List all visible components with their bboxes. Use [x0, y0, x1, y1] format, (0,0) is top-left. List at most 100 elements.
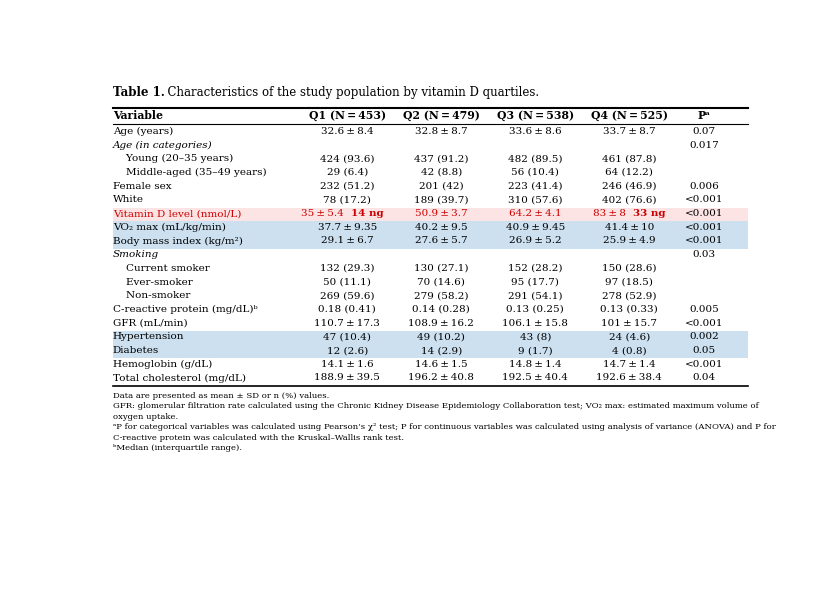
Text: 192.6 ± 38.4: 192.6 ± 38.4 — [596, 374, 662, 382]
Text: Ever-smoker: Ever-smoker — [113, 278, 192, 286]
Text: Non-smoker: Non-smoker — [113, 291, 190, 300]
Text: 35 ± 5.4: 35 ± 5.4 — [302, 209, 344, 218]
Text: 201 (42): 201 (42) — [419, 181, 464, 191]
Text: <0.001: <0.001 — [685, 318, 723, 328]
Text: White: White — [113, 195, 144, 205]
Text: 130 (27.1): 130 (27.1) — [414, 264, 469, 273]
Text: 0.07: 0.07 — [693, 127, 716, 136]
Text: 32.6 ± 8.4: 32.6 ± 8.4 — [321, 127, 374, 136]
Text: 50.9 ± 3.7: 50.9 ± 3.7 — [415, 209, 468, 218]
Text: 14.1 ± 1.6: 14.1 ± 1.6 — [321, 360, 374, 369]
Text: 41.4 ± 10: 41.4 ± 10 — [605, 223, 654, 232]
Text: 49 (10.2): 49 (10.2) — [417, 332, 465, 342]
Text: 106.1 ± 15.8: 106.1 ± 15.8 — [502, 318, 569, 328]
Text: Variable: Variable — [113, 110, 163, 120]
Text: 83 ± 8: 83 ± 8 — [593, 209, 626, 218]
Text: 0.13 (0.33): 0.13 (0.33) — [601, 305, 659, 314]
Text: Total cholesterol (mg/dL): Total cholesterol (mg/dL) — [113, 374, 246, 382]
Text: 152 (28.2): 152 (28.2) — [508, 264, 563, 273]
Text: oxygen uptake.: oxygen uptake. — [113, 413, 178, 420]
Text: 70 (14.6): 70 (14.6) — [417, 278, 465, 286]
Text: 232 (51.2): 232 (51.2) — [320, 181, 375, 191]
Text: 0.04: 0.04 — [693, 374, 716, 382]
Text: 192.5 ± 40.4: 192.5 ± 40.4 — [502, 374, 569, 382]
Text: 437 (91.2): 437 (91.2) — [414, 154, 469, 163]
Text: Middle-aged (35–49 years): Middle-aged (35–49 years) — [113, 168, 266, 177]
Text: 461 (87.8): 461 (87.8) — [602, 154, 657, 163]
Text: 0.05: 0.05 — [693, 346, 716, 355]
Text: 25.9 ± 4.9: 25.9 ± 4.9 — [603, 237, 656, 246]
Text: ᵇMedian (interquartile range).: ᵇMedian (interquartile range). — [113, 444, 242, 452]
Text: 150 (28.6): 150 (28.6) — [602, 264, 657, 273]
Text: Female sex: Female sex — [113, 181, 171, 191]
Text: VO₂ max (mL/kg/min): VO₂ max (mL/kg/min) — [113, 223, 226, 232]
Text: <0.001: <0.001 — [685, 195, 723, 205]
Text: Age (years): Age (years) — [113, 127, 173, 136]
Text: 189 (39.7): 189 (39.7) — [414, 195, 469, 205]
Text: Q2 (N = 479): Q2 (N = 479) — [403, 110, 480, 120]
Text: 43 (8): 43 (8) — [520, 332, 551, 342]
Text: 27.6 ± 5.7: 27.6 ± 5.7 — [415, 237, 468, 246]
Text: 29.1 ± 6.7: 29.1 ± 6.7 — [321, 237, 374, 246]
Text: 0.03: 0.03 — [693, 250, 716, 259]
Text: 0.017: 0.017 — [690, 141, 719, 149]
Text: 0.18 (0.41): 0.18 (0.41) — [318, 305, 376, 314]
Text: 56 (10.4): 56 (10.4) — [512, 168, 559, 177]
Text: <0.001: <0.001 — [685, 223, 723, 232]
Text: Diabetes: Diabetes — [113, 346, 159, 355]
Bar — [113, 221, 748, 235]
Text: 14.6 ± 1.5: 14.6 ± 1.5 — [415, 360, 468, 369]
Text: 40.2 ± 9.5: 40.2 ± 9.5 — [415, 223, 468, 232]
Text: 29 (6.4): 29 (6.4) — [327, 168, 368, 177]
Text: <0.001: <0.001 — [685, 209, 723, 218]
Text: 291 (54.1): 291 (54.1) — [508, 291, 563, 300]
Text: Current smoker: Current smoker — [113, 264, 209, 273]
Text: 132 (29.3): 132 (29.3) — [320, 264, 375, 273]
Text: 196.2 ± 40.8: 196.2 ± 40.8 — [408, 374, 475, 382]
Text: Hemoglobin (g/dL): Hemoglobin (g/dL) — [113, 360, 212, 369]
Text: 14.8 ± 1.4: 14.8 ± 1.4 — [509, 360, 562, 369]
Text: 0.006: 0.006 — [690, 181, 719, 191]
Text: Data are presented as mean ± SD or n (%) values.: Data are presented as mean ± SD or n (%)… — [113, 392, 329, 400]
Text: ᵃP for categorical variables was calculated using Pearson’s χ² test; P for conti: ᵃP for categorical variables was calcula… — [113, 423, 775, 431]
Text: 0.14 (0.28): 0.14 (0.28) — [412, 305, 470, 314]
Text: 14 (2.9): 14 (2.9) — [421, 346, 462, 355]
Text: 14.7 ± 1.4: 14.7 ± 1.4 — [603, 360, 656, 369]
Text: 246 (46.9): 246 (46.9) — [602, 181, 657, 191]
Text: 0.002: 0.002 — [690, 332, 719, 342]
Text: 33 ng: 33 ng — [633, 209, 665, 218]
Bar — [113, 235, 748, 249]
Text: 269 (59.6): 269 (59.6) — [320, 291, 375, 300]
Text: 482 (89.5): 482 (89.5) — [508, 154, 563, 163]
Text: GFR: glomerular filtration rate calculated using the Chronic Kidney Disease Epid: GFR: glomerular filtration rate calculat… — [113, 402, 759, 410]
Text: 33.6 ± 8.6: 33.6 ± 8.6 — [509, 127, 562, 136]
Text: 97 (18.5): 97 (18.5) — [606, 278, 654, 286]
Text: Vitamin D level (nmol/L): Vitamin D level (nmol/L) — [113, 209, 241, 218]
Text: 42 (8.8): 42 (8.8) — [421, 168, 462, 177]
Text: 64.2 ± 4.1: 64.2 ± 4.1 — [509, 209, 562, 218]
Text: 33.7 ± 8.7: 33.7 ± 8.7 — [603, 127, 656, 136]
Text: <0.001: <0.001 — [685, 360, 723, 369]
Text: 12 (2.6): 12 (2.6) — [327, 346, 368, 355]
Text: Body mass index (kg/m²): Body mass index (kg/m²) — [113, 237, 243, 246]
Bar — [113, 331, 748, 345]
Text: 278 (52.9): 278 (52.9) — [602, 291, 657, 300]
Text: 279 (58.2): 279 (58.2) — [414, 291, 469, 300]
Text: 4 (0.8): 4 (0.8) — [612, 346, 647, 355]
Text: 223 (41.4): 223 (41.4) — [508, 181, 563, 191]
Text: C-reactive protein (mg/dL)ᵇ: C-reactive protein (mg/dL)ᵇ — [113, 305, 257, 314]
Text: <0.001: <0.001 — [685, 237, 723, 246]
Text: Characteristics of the study population by vitamin D quartiles.: Characteristics of the study population … — [160, 86, 538, 99]
Text: 47 (10.4): 47 (10.4) — [323, 332, 371, 342]
Text: 110.7 ± 17.3: 110.7 ± 17.3 — [314, 318, 381, 328]
Text: 32.8 ± 8.7: 32.8 ± 8.7 — [415, 127, 468, 136]
Text: Q4 (N = 525): Q4 (N = 525) — [591, 110, 668, 120]
Text: 37.7 ± 9.35: 37.7 ± 9.35 — [318, 223, 377, 232]
Text: 40.9 ± 9.45: 40.9 ± 9.45 — [506, 223, 565, 232]
Text: 0.005: 0.005 — [690, 305, 719, 314]
Text: Table 1.: Table 1. — [113, 86, 165, 99]
Text: 101 ± 15.7: 101 ± 15.7 — [601, 318, 658, 328]
Text: GFR (mL/min): GFR (mL/min) — [113, 318, 187, 328]
Text: 26.9 ± 5.2: 26.9 ± 5.2 — [509, 237, 562, 246]
Text: 24 (4.6): 24 (4.6) — [609, 332, 650, 342]
